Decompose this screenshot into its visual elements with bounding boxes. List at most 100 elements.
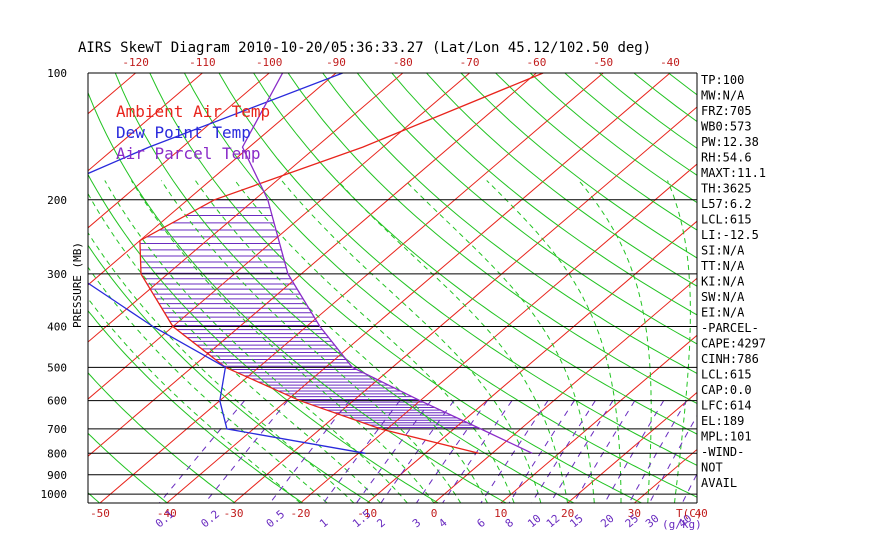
- mixing-ratio-lines: [159, 400, 697, 503]
- isotherm-line: [88, 73, 537, 457]
- moist-adiabat-line: [88, 231, 355, 503]
- mixing-ratio-label: 2: [374, 516, 387, 530]
- mixing-ratio-line: [159, 400, 245, 503]
- mixing-ratio-line: [323, 400, 401, 503]
- mixing-ratio-line: [204, 400, 289, 503]
- mixing-ratio-line: [508, 400, 575, 503]
- dry-adiabat-line: [287, 73, 697, 405]
- stat-item: WB0:573: [701, 120, 752, 134]
- dry-adiabat-lines: [0, 73, 697, 503]
- top-temp-tick-label: -90: [326, 56, 346, 69]
- mixing-ratio-line: [681, 472, 697, 503]
- moist-adiabat-line: [281, 180, 542, 503]
- mixing-ratio-label: 1: [317, 516, 330, 530]
- pressure-tick-label: 800: [47, 447, 67, 460]
- stat-item: EL:189: [701, 414, 744, 428]
- stat-item: MW:N/A: [701, 89, 745, 103]
- dry-adiabat-line: [391, 73, 697, 316]
- isotherm-line: [88, 73, 470, 400]
- dry-adiabat-line: [668, 73, 697, 96]
- moist-adiabat-line: [104, 180, 408, 503]
- mixing-ratio-line: [380, 400, 455, 503]
- top-temp-tick-label: -60: [526, 56, 546, 69]
- stat-item: CAP:0.0: [701, 383, 752, 397]
- dry-adiabat-line: [88, 492, 100, 503]
- dry-adiabat-line: [88, 432, 168, 503]
- top-temp-tick-labels: -120 -110 -100 -90 -80 -70 -60 -50 -40: [122, 56, 680, 69]
- bottom-temp-tick-label: -50: [90, 507, 110, 520]
- stat-item: TH:3625: [701, 182, 752, 196]
- pressure-tick-label: 600: [47, 395, 67, 408]
- mixing-ratio-line: [604, 400, 665, 503]
- isotherm-line: [300, 163, 697, 503]
- stat-item: -WIND-: [701, 445, 744, 459]
- isotherm-line: [0, 73, 2, 503]
- dry-adiabat-line: [88, 91, 507, 503]
- mixing-ratio-line: [442, 400, 513, 503]
- bottom-temp-tick-label: -40: [157, 507, 177, 520]
- moist-adiabat-line: [88, 192, 381, 503]
- bottom-temp-tick-label: 30: [628, 507, 641, 520]
- stat-item: KI:N/A: [701, 275, 745, 289]
- isotherm-line: [88, 73, 203, 172]
- stat-item: MAXT:11.1: [701, 166, 766, 180]
- mixing-ratio-line: [573, 400, 636, 503]
- stat-item: PW:12.38: [701, 135, 759, 149]
- isotherm-line: [166, 73, 671, 503]
- legend-entry: Dew Point Temp: [116, 123, 251, 142]
- mixing-ratio-line: [531, 400, 596, 503]
- bottom-temp-tick-label: 0: [431, 507, 438, 520]
- dry-adiabat-line: [183, 73, 697, 498]
- y-axis-label: PRESSURE (MB): [71, 242, 84, 328]
- mixing-ratio-label: 8: [503, 516, 516, 530]
- series-line: [241, 73, 533, 454]
- moist-adiabat-line: [130, 180, 435, 503]
- isotherm-line: [233, 106, 697, 503]
- pressure-tick-label: 100: [47, 67, 67, 80]
- series-line: [139, 73, 544, 454]
- stat-item: LI:-12.5: [701, 228, 759, 242]
- moist-adiabat-line: [404, 180, 595, 503]
- mixing-ratio-label: 30: [643, 512, 662, 530]
- moist-adiabat-lines: [88, 180, 691, 503]
- moist-adiabat-line: [667, 180, 691, 503]
- stat-item: LCL:615: [701, 213, 752, 227]
- moist-adiabat-line: [88, 266, 328, 503]
- pressure-tick-label: 900: [47, 469, 67, 482]
- chart-title: AIRS SkewT Diagram 2010-10-20/05:36:33.2…: [78, 40, 651, 56]
- top-temp-tick-label: -80: [393, 56, 413, 69]
- isobar-lines: [88, 73, 697, 495]
- temp-unit-label: T(C): [676, 507, 703, 520]
- stat-item: RH:54.6: [701, 151, 752, 165]
- mixing-ratio-label: 0.2: [198, 508, 222, 531]
- isotherm-line: [768, 73, 870, 503]
- moist-adiabat-line: [486, 180, 622, 503]
- stat-item: L57:6.2: [701, 197, 752, 211]
- dry-adiabat-line: [218, 73, 697, 466]
- isotherm-line: [567, 391, 697, 503]
- dry-adiabat-line: [253, 73, 697, 435]
- mixing-ratio-label: 3: [410, 516, 423, 530]
- bottom-temp-tick-label: -20: [290, 507, 310, 520]
- dry-adiabat-line: [88, 372, 236, 503]
- top-temp-tick-label: -110: [189, 56, 216, 69]
- dry-adiabat-line: [0, 73, 32, 503]
- pressure-tick-label: 300: [47, 268, 67, 281]
- mixing-ratio-label: 20: [598, 512, 617, 530]
- top-temp-tick-label: -120: [122, 56, 149, 69]
- isotherm-line: [88, 73, 404, 343]
- dry-adiabat-line: [88, 173, 439, 503]
- top-temp-tick-label: -100: [256, 56, 283, 69]
- dry-adiabat-line: [426, 73, 697, 287]
- mixing-ratio-line: [415, 400, 488, 503]
- dry-adiabat-line: [88, 309, 304, 503]
- pressure-tick-label: 500: [47, 361, 67, 374]
- pressure-tick-label: 400: [47, 321, 67, 334]
- isotherm-line: [366, 220, 697, 503]
- dry-adiabat-line: [322, 73, 697, 375]
- moist-adiabat-line: [578, 180, 652, 503]
- mixing-ratio-line: [649, 414, 697, 503]
- mixing-ratio-label: 4: [436, 516, 450, 530]
- isotherm-line: [0, 73, 69, 503]
